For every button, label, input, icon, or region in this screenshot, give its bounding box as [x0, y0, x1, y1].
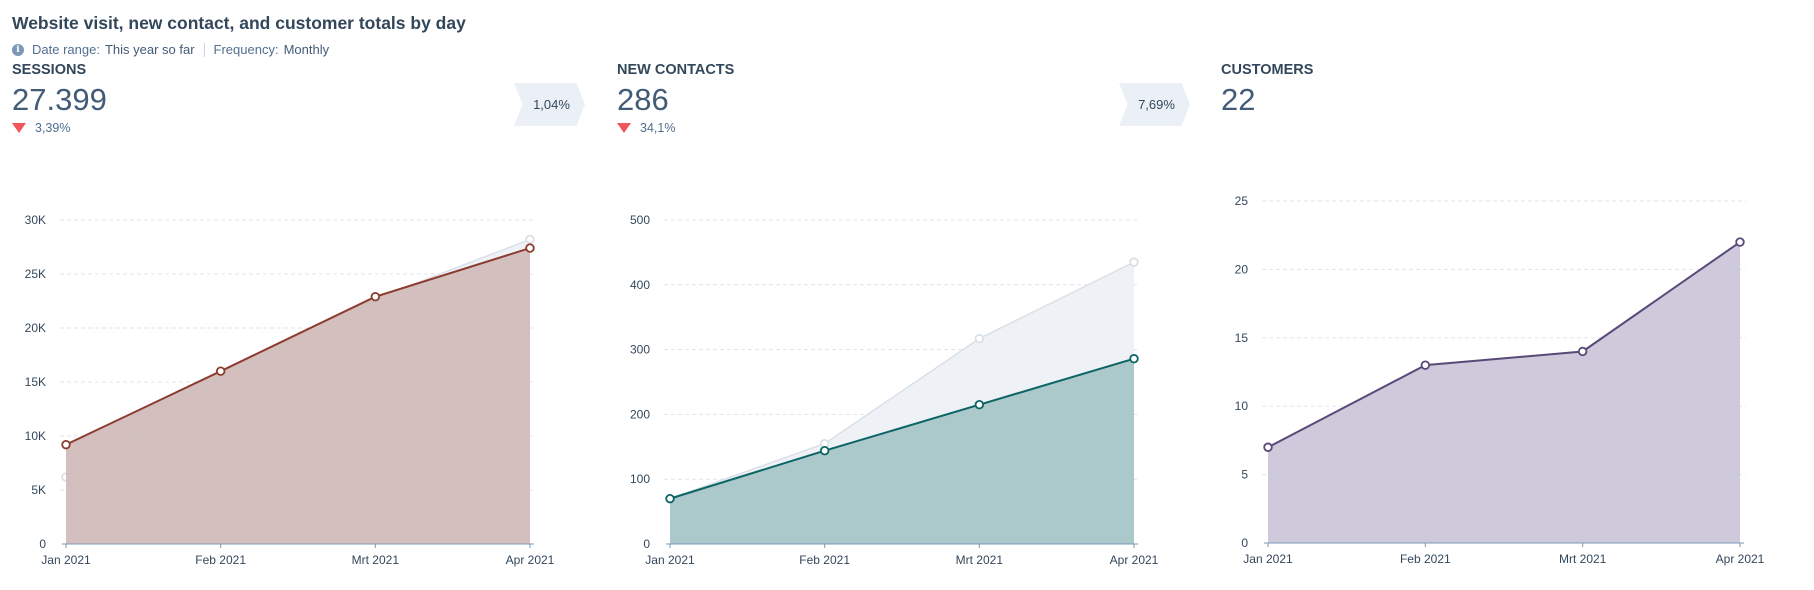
frequency-label: Frequency:	[213, 42, 279, 57]
new-contacts-chart: 0 100 200 300 400 500 Jan 2021 Feb 2021 Mrt 2021…	[630, 213, 1159, 567]
series-line	[1267, 241, 1741, 449]
x-tick-label: Mrt 2021	[352, 553, 400, 567]
kpi-sessions: SESSIONS 27.399 3,39%	[12, 62, 107, 135]
y-tick-label: 400	[630, 278, 650, 292]
date-range-label: Date range:	[32, 42, 100, 57]
x-tick-label: Mrt 2021	[1559, 552, 1607, 566]
x-tick-label: Jan 2021	[645, 553, 695, 567]
x-tick-label: Mrt 2021	[956, 553, 1004, 567]
data-point	[1735, 237, 1745, 247]
data-point	[215, 366, 226, 376]
data-point	[819, 445, 830, 456]
series-area	[1268, 242, 1740, 543]
data-point	[665, 493, 675, 504]
kpi-value: 27.399	[12, 82, 107, 117]
kpi-change-value: 3,39%	[35, 121, 71, 135]
y-tick-label: 15	[1235, 331, 1249, 345]
report-title: Website visit, new contact, and customer…	[12, 13, 466, 33]
data-point	[1420, 360, 1431, 370]
data-point	[525, 243, 535, 253]
x-tick-label: Apr 2021	[506, 553, 555, 567]
kpi-label: SESSIONS	[12, 62, 87, 78]
info-icon[interactable]: i	[12, 43, 24, 56]
data-point	[1129, 353, 1139, 364]
data-point	[1577, 346, 1588, 357]
y-tick-label: 300	[630, 343, 650, 357]
comparison-point	[1129, 257, 1139, 267]
y-tick-label: 25K	[25, 267, 46, 281]
sessions-chart: 0 5K 10K 15K 20K 25K 30K Jan 2021 Feb 2021 Mrt 20…	[25, 213, 555, 567]
x-tick-label: Apr 2021	[1716, 552, 1765, 566]
y-tick-label: 5K	[31, 483, 46, 497]
y-tick-label: 0	[39, 537, 46, 551]
customers-chart: 0 5 10 15 20 25 Jan 2021 Feb 2021 Mrt 2021 Apr 20…	[1235, 194, 1765, 566]
kpi-customers: CUSTOMERS 22	[1221, 62, 1313, 120]
kpi-label: CUSTOMERS	[1221, 62, 1314, 78]
x-tick-label: Jan 2021	[1243, 552, 1293, 566]
series-area	[66, 248, 530, 544]
down-arrow-icon	[12, 123, 26, 133]
x-tick-label: Feb 2021	[799, 553, 850, 567]
y-tick-label: 15K	[25, 375, 46, 389]
y-tick-label: 200	[630, 407, 650, 421]
comparison-point	[974, 333, 985, 344]
x-tick-label: Feb 2021	[195, 553, 246, 567]
comparison-line	[669, 261, 1135, 500]
y-tick-label: 5	[1241, 468, 1248, 482]
x-tick-label: Feb 2021	[1400, 552, 1451, 566]
kpi-change: 34,1%	[617, 121, 734, 135]
kpi-change: 3,39%	[12, 121, 107, 135]
data-point	[370, 291, 381, 302]
x-tick-label: Apr 2021	[1110, 553, 1159, 567]
y-tick-label: 25	[1235, 194, 1249, 208]
date-range-value[interactable]: This year so far	[104, 42, 195, 57]
kpi-value: 286	[617, 82, 669, 117]
series-area	[670, 358, 1134, 544]
series-line	[65, 247, 531, 446]
conversion-rate-sessions-contacts: 1,04%	[514, 83, 585, 126]
kpi-change-value: 34,1%	[640, 121, 676, 135]
down-arrow-icon	[617, 123, 631, 133]
y-tick-label: 20	[1235, 262, 1249, 276]
meta-divider	[203, 42, 205, 57]
kpi-label: NEW CONTACTS	[617, 62, 735, 78]
report-meta: i Date range: This year so far Frequency…	[12, 42, 329, 57]
y-tick-label: 0	[643, 537, 650, 551]
y-tick-label: 10	[1235, 399, 1249, 413]
y-tick-label: 0	[1241, 536, 1248, 550]
y-tick-label: 100	[630, 472, 650, 486]
y-tick-label: 20K	[25, 321, 46, 335]
y-tick-label: 30K	[25, 213, 46, 227]
kpi-value: 22	[1221, 82, 1256, 117]
conversion-rate-contacts-customers: 7,69%	[1119, 83, 1190, 126]
series-line	[669, 357, 1135, 500]
y-tick-label: 500	[630, 213, 650, 227]
data-point	[1263, 442, 1273, 452]
data-point	[974, 399, 985, 410]
frequency-value[interactable]: Monthly	[283, 42, 330, 57]
data-point	[61, 439, 71, 450]
y-tick-label: 10K	[25, 429, 46, 443]
kpi-new-contacts: NEW CONTACTS 286 34,1%	[617, 62, 734, 135]
x-tick-label: Jan 2021	[41, 553, 91, 567]
comparison-point	[525, 234, 535, 245]
